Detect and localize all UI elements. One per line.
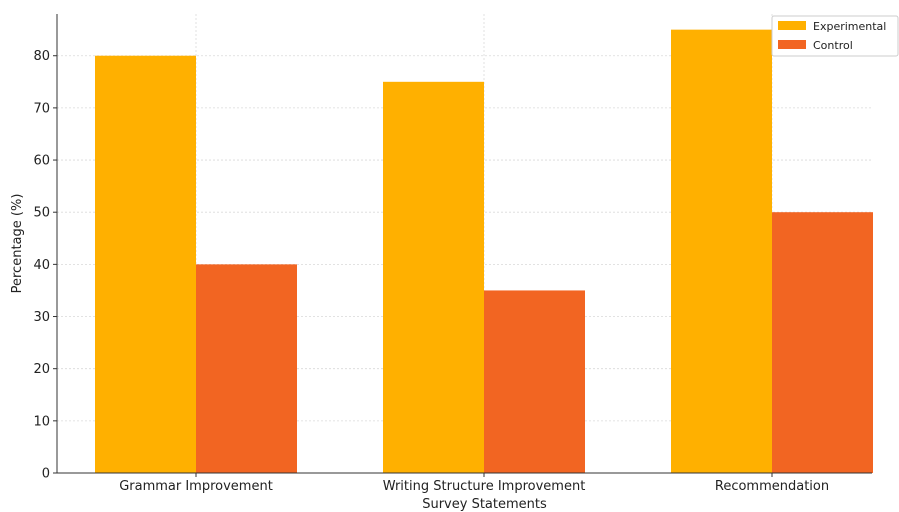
y-tick-label: 0 <box>42 467 50 482</box>
x-tick-label: Writing Structure Improvement <box>383 479 586 494</box>
bars <box>95 29 873 474</box>
legend: Experimental Control <box>771 15 899 57</box>
x-tick-label: Recommendation <box>715 479 829 494</box>
bar-experimental-3 <box>671 29 772 473</box>
legend-label-control: Control <box>813 39 853 52</box>
y-tick-label: 20 <box>33 362 50 377</box>
y-tick-label: 80 <box>33 49 50 64</box>
x-ticks: Grammar Improvement Writing Structure Imp… <box>119 473 829 494</box>
bar-control-1 <box>196 264 297 473</box>
y-axis-title: Percentage (%) <box>10 194 25 294</box>
y-tick-label: 50 <box>33 206 50 221</box>
legend-swatch-experimental <box>778 21 806 30</box>
legend-label-experimental: Experimental <box>813 20 886 33</box>
bar-control-3 <box>772 212 873 474</box>
legend-swatch-control <box>778 40 806 49</box>
y-tick-label: 10 <box>33 414 50 429</box>
y-ticks: 0 10 20 30 40 50 60 70 80 <box>33 49 57 482</box>
y-tick-label: 60 <box>33 154 50 169</box>
y-tick-label: 40 <box>33 258 50 273</box>
x-tick-label: Grammar Improvement <box>119 479 273 494</box>
bar-experimental-2 <box>383 81 484 473</box>
y-tick-label: 70 <box>33 101 50 116</box>
axes <box>56 14 872 474</box>
y-tick-label: 30 <box>33 310 50 325</box>
x-axis-title: Survey Statements <box>422 497 547 512</box>
bar-control-2 <box>484 290 585 473</box>
bar-experimental-1 <box>95 55 196 474</box>
